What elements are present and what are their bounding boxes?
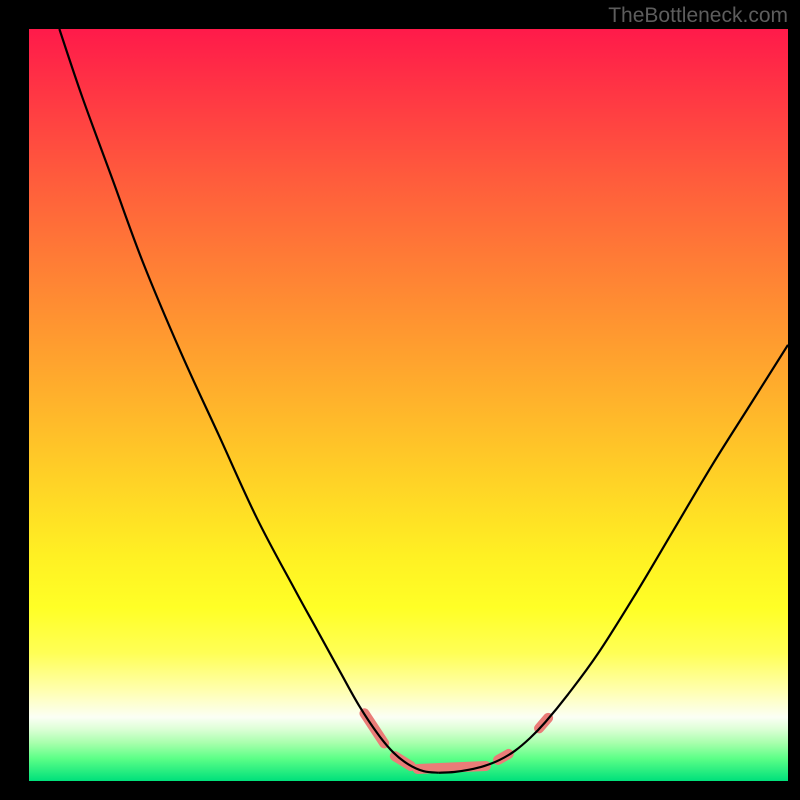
curve-left: [59, 29, 439, 773]
border-left: [0, 0, 29, 800]
border-bottom: [0, 781, 800, 800]
chart-frame: TheBottleneck.com: [0, 0, 800, 800]
curve-right: [439, 345, 788, 773]
border-right: [788, 0, 800, 800]
plot-svg: [29, 29, 788, 781]
watermark-text: TheBottleneck.com: [608, 4, 788, 28]
